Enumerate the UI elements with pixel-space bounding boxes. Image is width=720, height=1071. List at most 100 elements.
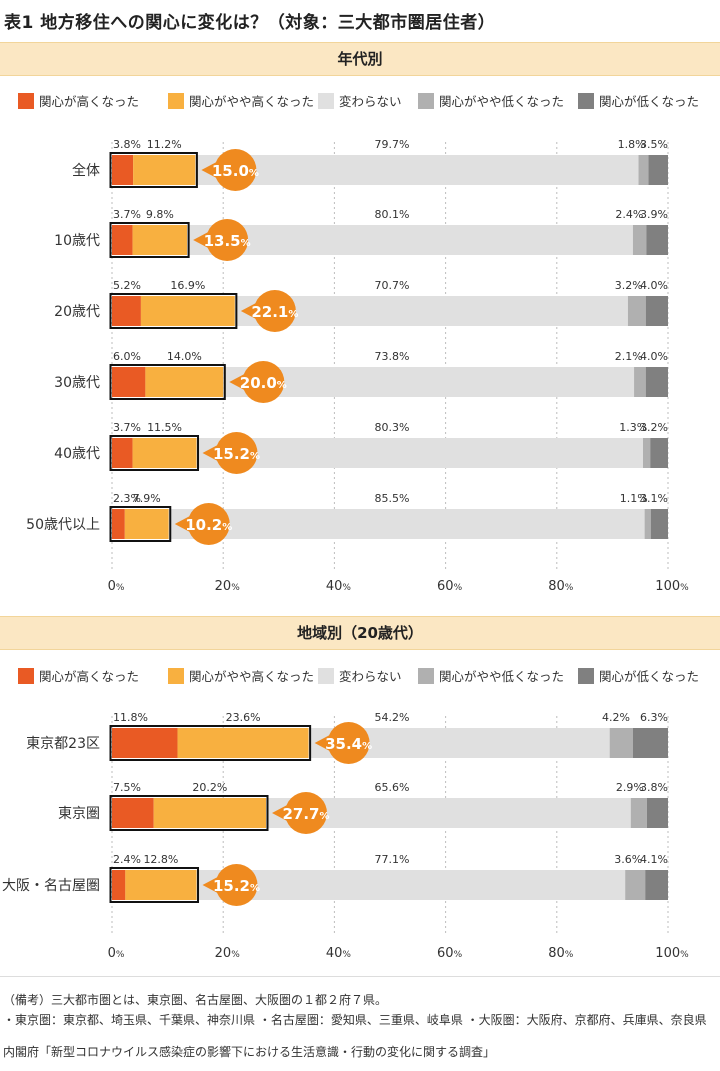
age-bar-3-seg-3 <box>634 367 646 397</box>
age-category-label-4: 40歳代 <box>54 446 100 462</box>
region-legend-swatch-3 <box>418 668 434 684</box>
age-x-tick-60: 60% <box>437 579 463 594</box>
age-callout-pointer-4 <box>202 444 220 462</box>
age-callout-bubble-0 <box>214 149 257 191</box>
region-x-tick-100: 100% <box>655 946 689 961</box>
age-bar-4-seg-3 <box>642 438 651 468</box>
age-bar-3-seg-1 <box>145 367 224 397</box>
age-x-tick-40: 40% <box>326 579 352 594</box>
age-callout-value-3: 20.0% <box>240 374 287 392</box>
region-bar-2-seg-0 <box>112 870 126 900</box>
age-value-label-1-0: 3.7% <box>113 208 141 221</box>
age-bar-1-seg-1 <box>132 225 188 255</box>
age-value-label-1-4: 3.9% <box>640 208 668 221</box>
age-value-label-5-4: 3.1% <box>640 492 668 505</box>
region-callout-pointer-1 <box>272 804 290 822</box>
region-category-label-1: 東京圏 <box>58 806 100 822</box>
age-value-label-4-1: 11.5% <box>147 421 182 434</box>
age-bar-0-seg-1 <box>133 155 196 185</box>
age-value-label-0-3: 1.8% <box>618 138 646 151</box>
age-highlight-box-5 <box>109 506 172 542</box>
age-highlight-box-1 <box>109 222 190 258</box>
region-legend-swatch-2 <box>318 668 334 684</box>
age-x-tick-80: 80% <box>548 579 574 594</box>
region-callout-bubble-1 <box>285 792 328 834</box>
age-bar-4-seg-4 <box>650 438 668 468</box>
age-category-label-1: 10歳代 <box>54 233 100 249</box>
region-value-label-1-0: 7.5% <box>113 781 141 794</box>
age-legend-swatch-1 <box>168 93 184 109</box>
region-legend-swatch-0 <box>18 668 34 684</box>
age-legend-swatch-3 <box>418 93 434 109</box>
age-category-label-3: 30歳代 <box>54 375 100 391</box>
region-legend-swatch-4 <box>578 668 594 684</box>
region-legend-label-0: 関心が高くなった <box>39 669 139 684</box>
region-value-label-2-4: 4.1% <box>640 853 668 866</box>
age-value-label-5-2: 85.5% <box>375 492 410 505</box>
region-bar-0-seg-3 <box>609 728 634 758</box>
region-value-label-1-1: 20.2% <box>192 781 227 794</box>
region-value-label-2-3: 3.6% <box>614 853 642 866</box>
age-value-label-4-3: 1.3% <box>619 421 647 434</box>
section-header-region: 地域別（20歳代） <box>0 616 720 650</box>
age-bar-0-seg-2 <box>195 155 639 185</box>
age-callout-pointer-5 <box>174 515 192 533</box>
region-legend-label-3: 関心がやや低くなった <box>439 669 564 684</box>
age-bar-2-seg-1 <box>140 296 235 326</box>
age-highlight-box-4 <box>109 435 200 471</box>
region-callout-value-0: 35.4% <box>325 735 372 753</box>
region-legend-swatch-1 <box>168 668 184 684</box>
age-callout-pointer-2 <box>240 302 258 320</box>
region-value-label-1-4: 3.8% <box>640 781 668 794</box>
age-bar-5-seg-3 <box>644 509 651 539</box>
region-x-tick-0: 0% <box>108 946 125 961</box>
age-value-label-3-2: 73.8% <box>375 350 410 363</box>
age-x-tick-100: 100% <box>655 579 689 594</box>
age-callout-bubble-1 <box>206 219 249 261</box>
region-callout-bubble-2 <box>215 864 258 906</box>
age-value-label-1-2: 80.1% <box>375 208 410 221</box>
age-value-label-3-0: 6.0% <box>113 350 141 363</box>
region-callout-pointer-2 <box>202 876 220 894</box>
age-bar-0-seg-3 <box>638 155 649 185</box>
region-bar-2-seg-1 <box>125 870 197 900</box>
age-value-label-4-4: 3.2% <box>640 421 668 434</box>
region-value-label-0-2: 54.2% <box>375 711 410 724</box>
region-value-label-1-3: 2.9% <box>616 781 644 794</box>
age-value-label-0-4: 3.5% <box>640 138 668 151</box>
region-value-label-2-2: 77.1% <box>375 853 410 866</box>
region-value-label-0-0: 11.8% <box>113 711 148 724</box>
region-highlight-box-0 <box>109 725 312 761</box>
age-category-label-2: 20歳代 <box>54 304 100 320</box>
age-bar-3-seg-0 <box>112 367 146 397</box>
region-value-label-1-2: 65.6% <box>375 781 410 794</box>
age-legend-label-2: 変わらない <box>339 94 402 109</box>
age-value-label-3-3: 2.1% <box>615 350 643 363</box>
age-value-label-0-2: 79.7% <box>375 138 410 151</box>
region-x-tick-80: 80% <box>548 946 574 961</box>
region-bar-1-seg-4 <box>646 798 668 828</box>
age-legend-label-0: 関心が高くなった <box>39 94 139 109</box>
age-value-label-3-4: 4.0% <box>640 350 668 363</box>
age-bar-3-seg-4 <box>645 367 668 397</box>
footnote-definition: （備考）三大都市圏とは、東京圏、名古屋圏、大阪圏の１都２府７県。 <box>3 993 388 1007</box>
age-x-tick-20: 20% <box>215 579 241 594</box>
age-bar-2-seg-2 <box>234 296 628 326</box>
age-bar-0-seg-4 <box>648 155 668 185</box>
source-note: 内閣府「新型コロナウイルス感染症の影響下における生活意識・行動の変化に関する調査… <box>3 1045 496 1059</box>
age-value-label-5-3: 1.1% <box>620 492 648 505</box>
region-value-label-0-1: 23.6% <box>226 711 261 724</box>
region-x-tick-40: 40% <box>326 946 352 961</box>
age-bar-4-seg-1 <box>132 438 197 468</box>
age-callout-pointer-3 <box>229 373 247 391</box>
region-callout-value-1: 27.7% <box>282 805 329 823</box>
age-value-label-4-2: 80.3% <box>375 421 410 434</box>
region-category-label-2: 大阪・名古屋圏 <box>2 878 100 894</box>
age-bar-3-seg-2 <box>223 367 635 397</box>
age-bar-0-seg-0 <box>112 155 134 185</box>
section-header-age: 年代別 <box>0 42 720 76</box>
region-legend-label-2: 変わらない <box>339 669 402 684</box>
age-legend-label-3: 関心がやや低くなった <box>439 94 564 109</box>
age-callout-pointer-0 <box>201 161 219 179</box>
region-value-label-2-0: 2.4% <box>113 853 141 866</box>
